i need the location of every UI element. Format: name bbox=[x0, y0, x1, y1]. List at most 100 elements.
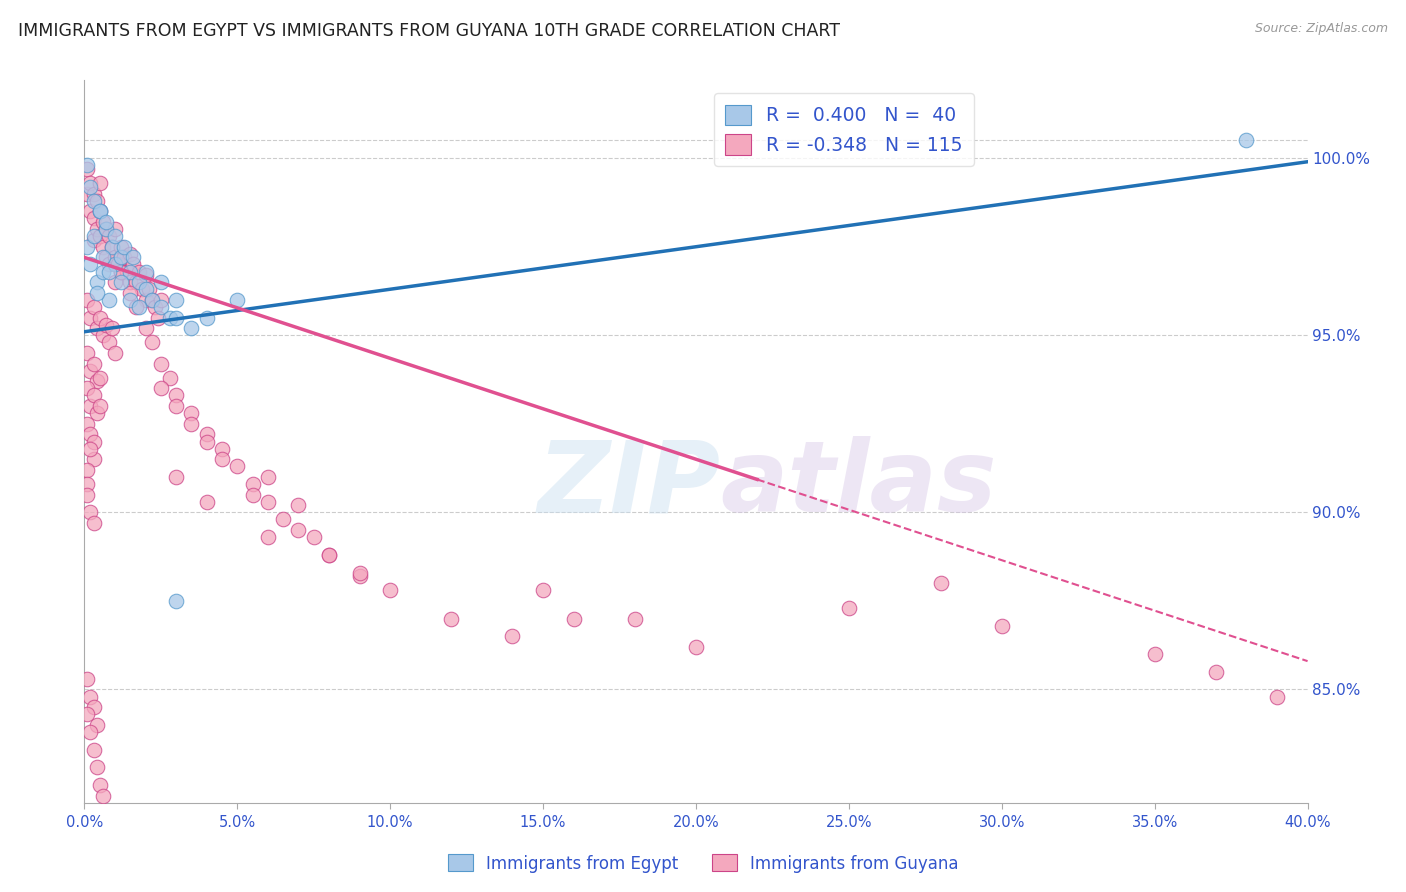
Point bbox=[89, 778, 111, 792]
Point bbox=[195, 494, 218, 508]
Point bbox=[1143, 647, 1166, 661]
Point bbox=[257, 494, 280, 508]
Point bbox=[349, 569, 371, 583]
Point bbox=[79, 442, 101, 456]
Point bbox=[91, 264, 114, 278]
Point bbox=[97, 264, 120, 278]
Point bbox=[159, 310, 181, 325]
Point bbox=[79, 204, 101, 219]
Point bbox=[502, 629, 524, 643]
Point bbox=[97, 257, 120, 271]
Point bbox=[107, 257, 129, 271]
Point bbox=[83, 452, 105, 467]
Point bbox=[138, 282, 160, 296]
Point bbox=[104, 251, 127, 265]
Point bbox=[83, 434, 105, 449]
Point bbox=[135, 282, 157, 296]
Point bbox=[287, 498, 309, 512]
Point bbox=[83, 233, 105, 247]
Point bbox=[112, 240, 135, 254]
Point bbox=[149, 381, 172, 395]
Point bbox=[83, 742, 105, 756]
Point bbox=[991, 618, 1014, 632]
Point bbox=[131, 282, 153, 296]
Point bbox=[94, 215, 117, 229]
Point bbox=[128, 275, 150, 289]
Point bbox=[165, 310, 187, 325]
Point bbox=[149, 357, 172, 371]
Point bbox=[624, 612, 647, 626]
Point bbox=[86, 285, 108, 300]
Point bbox=[83, 194, 105, 208]
Point bbox=[76, 346, 98, 360]
Point bbox=[1205, 665, 1227, 679]
Point bbox=[165, 399, 187, 413]
Point bbox=[79, 725, 101, 739]
Point bbox=[211, 452, 233, 467]
Point bbox=[112, 251, 135, 265]
Point bbox=[128, 300, 150, 314]
Point bbox=[165, 594, 187, 608]
Point bbox=[91, 328, 114, 343]
Point bbox=[120, 285, 142, 300]
Point bbox=[97, 335, 120, 350]
Point bbox=[86, 321, 108, 335]
Point bbox=[180, 321, 202, 335]
Point bbox=[440, 612, 463, 626]
Point bbox=[86, 406, 108, 420]
Point bbox=[76, 186, 98, 201]
Point bbox=[97, 293, 120, 307]
Point bbox=[1265, 690, 1288, 704]
Text: atlas: atlas bbox=[720, 436, 997, 533]
Point bbox=[91, 240, 114, 254]
Point bbox=[104, 275, 127, 289]
Point bbox=[76, 293, 98, 307]
Point bbox=[79, 399, 101, 413]
Point bbox=[141, 293, 163, 307]
Point bbox=[349, 566, 371, 580]
Point bbox=[302, 530, 325, 544]
Point bbox=[110, 264, 132, 278]
Point bbox=[89, 399, 111, 413]
Point bbox=[135, 293, 157, 307]
Point bbox=[110, 251, 132, 265]
Point bbox=[101, 240, 124, 254]
Point bbox=[226, 293, 249, 307]
Point bbox=[83, 186, 105, 201]
Point bbox=[76, 672, 98, 686]
Point bbox=[149, 293, 172, 307]
Point bbox=[110, 264, 132, 278]
Point bbox=[104, 257, 127, 271]
Point bbox=[79, 310, 101, 325]
Point bbox=[120, 264, 142, 278]
Point bbox=[110, 275, 132, 289]
Point bbox=[120, 247, 142, 261]
Point bbox=[79, 427, 101, 442]
Point bbox=[86, 275, 108, 289]
Point bbox=[101, 240, 124, 254]
Point bbox=[104, 229, 127, 244]
Point bbox=[146, 310, 169, 325]
Point bbox=[86, 374, 108, 388]
Point bbox=[79, 690, 101, 704]
Point bbox=[143, 300, 166, 314]
Point bbox=[180, 406, 202, 420]
Point bbox=[104, 346, 127, 360]
Point bbox=[149, 300, 172, 314]
Point bbox=[91, 215, 114, 229]
Point bbox=[89, 371, 111, 385]
Point bbox=[97, 229, 120, 244]
Point bbox=[318, 548, 340, 562]
Point bbox=[86, 222, 108, 236]
Legend: Immigrants from Egypt, Immigrants from Guyana: Immigrants from Egypt, Immigrants from G… bbox=[441, 847, 965, 880]
Point bbox=[195, 434, 218, 449]
Legend: R =  0.400   N =  40, R = -0.348   N = 115: R = 0.400 N = 40, R = -0.348 N = 115 bbox=[714, 94, 974, 166]
Point bbox=[76, 463, 98, 477]
Point bbox=[318, 548, 340, 562]
Point bbox=[89, 204, 111, 219]
Point bbox=[76, 161, 98, 176]
Point bbox=[89, 176, 111, 190]
Point bbox=[135, 268, 157, 282]
Point bbox=[79, 179, 101, 194]
Point bbox=[83, 300, 105, 314]
